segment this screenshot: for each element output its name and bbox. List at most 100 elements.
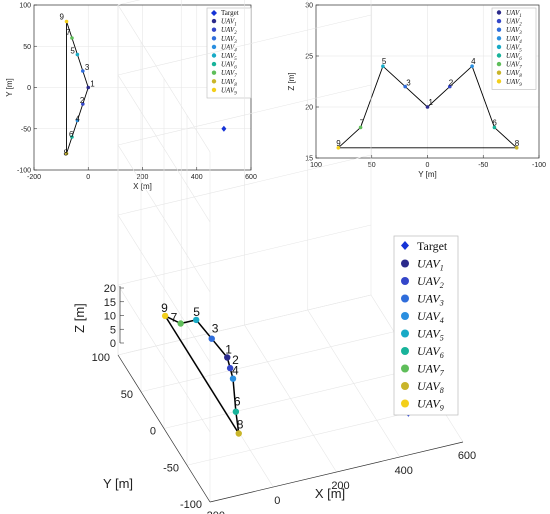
legend-target-marker <box>211 10 217 16</box>
x-axis-label: X [m] <box>315 486 345 501</box>
formation-edge <box>471 66 495 128</box>
legend-uav-label: UAV2 <box>417 274 444 290</box>
grid-side-z <box>117 214 211 363</box>
y-axis-label: Z [m] <box>287 72 296 90</box>
grid-back-z <box>117 154 372 216</box>
uav-point <box>81 69 85 73</box>
x-tick-label: -200 <box>203 510 225 514</box>
uav-point-label: 8 <box>237 418 244 432</box>
formation-edge <box>71 120 78 138</box>
x-tick-label: -50 <box>478 162 488 169</box>
formation-edge <box>211 338 228 358</box>
uav-point <box>492 125 497 130</box>
y-axis-line <box>117 354 211 503</box>
formation-edge <box>76 54 84 72</box>
legend-uav-marker <box>401 259 409 268</box>
uav-point <box>208 335 215 342</box>
grid-back-z <box>117 14 372 76</box>
uav-point-label: 3 <box>406 79 411 88</box>
legend-uav-marker <box>496 18 502 24</box>
legend-uav-marker <box>211 61 217 67</box>
uav-point-label: 4 <box>471 57 476 66</box>
legend-uav-label: UAV8 <box>417 379 444 395</box>
y-axis-label: Y [m] <box>5 78 14 97</box>
formation-edge <box>82 87 89 105</box>
y-tick-label: 25 <box>305 54 313 61</box>
legend-uav-label: UAV3 <box>221 35 237 45</box>
formation-edge <box>232 378 237 412</box>
legend-uav-marker <box>496 53 502 58</box>
uav-point-label: 6 <box>492 118 497 127</box>
uav-point <box>177 320 184 327</box>
y-tick-label: 15 <box>305 156 313 163</box>
uav-point-label: 8 <box>515 139 520 148</box>
formation-edge <box>66 21 73 39</box>
x-tick-label: 400 <box>191 174 203 181</box>
formation-edge <box>76 103 84 121</box>
legend-uav-marker <box>401 364 409 373</box>
uav-point-label: 3 <box>85 63 90 72</box>
x-tick-label: 50 <box>368 162 376 169</box>
legend-uav-marker <box>211 79 217 84</box>
legend-uav-label: UAV1 <box>506 9 522 19</box>
legend-uav-label: UAV2 <box>221 26 237 36</box>
uav-point <box>470 64 474 68</box>
legend-uav-marker <box>401 399 409 408</box>
legend-uav-label: UAV1 <box>221 18 237 28</box>
legend-target-marker <box>401 241 409 250</box>
legend-uav-label: UAV3 <box>506 26 522 36</box>
legend-uav-label: UAV8 <box>221 78 237 88</box>
formation-edge <box>71 37 78 55</box>
uav-point-label: 5 <box>382 57 387 66</box>
x-tick-label: 0 <box>86 174 90 181</box>
legend-uav-label: UAV5 <box>506 43 522 53</box>
uav-point <box>193 316 200 324</box>
y-tick-label: 100 <box>92 352 110 364</box>
legend-uav-marker <box>401 312 409 320</box>
formation-edge <box>494 127 518 149</box>
uav-point <box>161 312 169 320</box>
uav-point <box>70 135 74 139</box>
uav-point <box>229 375 237 382</box>
y-tick-label: -50 <box>21 126 31 133</box>
grid-back-z <box>117 294 372 356</box>
y-tick-label: 50 <box>121 389 133 401</box>
legend-uav-label: UAV6 <box>506 52 522 62</box>
uav-point <box>64 19 69 24</box>
formation-edge <box>66 136 73 154</box>
uav-point-label: 8 <box>64 149 69 158</box>
legend-uav-marker <box>211 70 217 75</box>
legend-uav-label: UAV7 <box>417 362 445 378</box>
uav-point <box>514 146 519 150</box>
formation-edge <box>337 127 361 149</box>
grid-floor-y <box>140 331 395 393</box>
x-tick-label: 200 <box>137 174 149 181</box>
uav-point-label: 2 <box>232 353 239 367</box>
y-tick-label: 50 <box>23 44 31 51</box>
legend-uav-marker <box>496 27 502 32</box>
x-axis-line <box>209 441 464 503</box>
legend-uav-label: UAV6 <box>417 344 444 360</box>
formation-edge <box>404 86 428 108</box>
legend-uav-label: UAV7 <box>506 61 522 71</box>
uav-point-label: 5 <box>70 47 75 56</box>
legend-uav-label: UAV6 <box>221 61 237 71</box>
legend-uav-marker <box>211 27 217 32</box>
x-tick-label: 0 <box>426 162 430 169</box>
y-tick-label: -50 <box>163 462 179 474</box>
legend-uav-marker <box>211 18 217 24</box>
legend-uav-marker <box>496 10 502 15</box>
formation-edge <box>235 411 240 434</box>
uav-point <box>232 408 240 415</box>
uav-point <box>448 84 452 89</box>
uav-point <box>336 146 341 150</box>
legend-uav-label: UAV5 <box>221 52 237 62</box>
legend-uav-marker <box>496 70 502 75</box>
legend-uav-marker <box>496 61 502 67</box>
uav-point <box>81 102 85 106</box>
uav-point <box>425 105 430 109</box>
z-tick-label: 0 <box>110 338 116 350</box>
y-tick-label: -100 <box>17 168 31 175</box>
grid-back-z <box>117 84 372 146</box>
